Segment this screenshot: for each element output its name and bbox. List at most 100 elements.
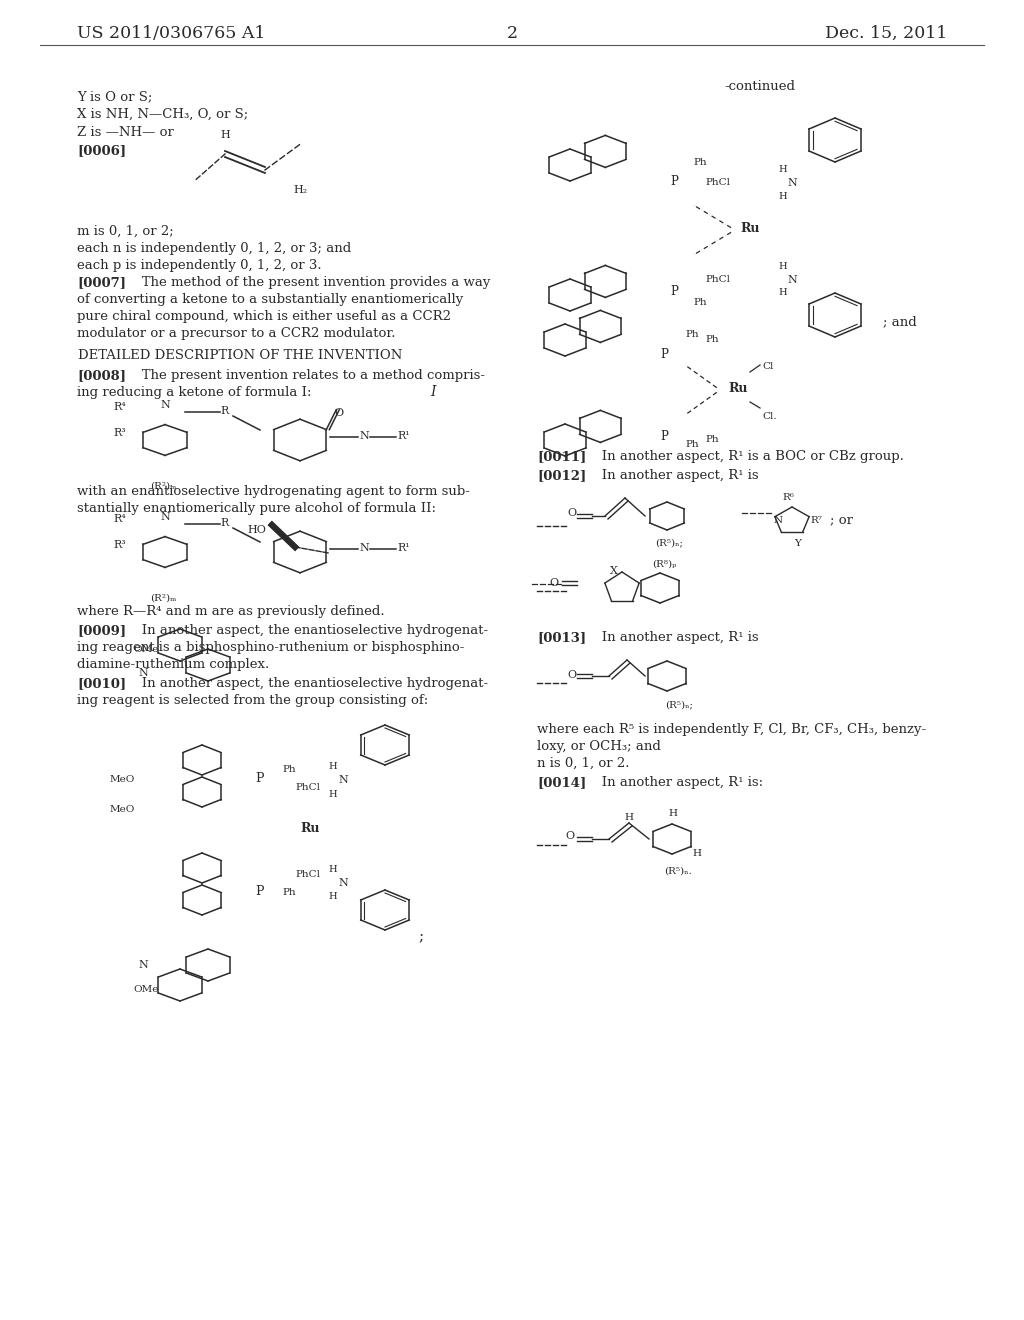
Text: stantially enantiomerically pure alcohol of formula II:: stantially enantiomerically pure alcohol… xyxy=(77,502,436,515)
Text: In another aspect, R¹ is:: In another aspect, R¹ is: xyxy=(589,776,763,789)
Text: ;: ; xyxy=(418,931,423,944)
Text: In another aspect, R¹ is: In another aspect, R¹ is xyxy=(589,631,759,644)
Text: US 2011/0306765 A1: US 2011/0306765 A1 xyxy=(77,25,265,42)
Text: Ph: Ph xyxy=(705,436,719,444)
Text: P: P xyxy=(255,884,263,898)
Text: PhCl: PhCl xyxy=(295,870,319,879)
Text: Z is —NH— or: Z is —NH— or xyxy=(77,125,174,139)
Text: H: H xyxy=(220,129,229,140)
Text: R: R xyxy=(220,407,228,416)
Text: Ru: Ru xyxy=(300,822,319,836)
Text: Dec. 15, 2011: Dec. 15, 2011 xyxy=(824,25,947,42)
Text: In another aspect, the enantioselective hydrogenat-: In another aspect, the enantioselective … xyxy=(129,677,488,690)
Text: [0009]: [0009] xyxy=(77,624,126,638)
Text: where each R⁵ is independently F, Cl, Br, CF₃, CH₃, benzy-: where each R⁵ is independently F, Cl, Br… xyxy=(537,723,926,737)
Text: P: P xyxy=(660,348,668,360)
Text: Ph: Ph xyxy=(685,440,698,449)
Text: ing reagent is selected from the group consisting of:: ing reagent is selected from the group c… xyxy=(77,694,428,708)
Text: N: N xyxy=(338,775,348,785)
Text: Y: Y xyxy=(794,539,801,548)
Text: Y is O or S;: Y is O or S; xyxy=(77,90,153,103)
Text: (R⁵)ₙ;: (R⁵)ₙ; xyxy=(665,700,693,709)
Text: R³: R³ xyxy=(113,540,126,550)
Text: O: O xyxy=(565,832,574,841)
Text: with an enantioselective hydrogenating agent to form sub-: with an enantioselective hydrogenating a… xyxy=(77,484,470,498)
Text: diamine-ruthenium complex.: diamine-ruthenium complex. xyxy=(77,657,269,671)
Text: N: N xyxy=(138,960,147,970)
Text: [0014]: [0014] xyxy=(537,776,587,789)
Text: H: H xyxy=(328,762,337,771)
Text: H: H xyxy=(778,288,786,297)
Text: Ph: Ph xyxy=(282,888,296,898)
Text: modulator or a precursor to a CCR2 modulator.: modulator or a precursor to a CCR2 modul… xyxy=(77,327,395,341)
Text: N: N xyxy=(359,543,369,553)
Text: MeO: MeO xyxy=(110,805,135,814)
Text: R⁴: R⁴ xyxy=(113,513,126,524)
Text: 2: 2 xyxy=(507,25,517,42)
Text: MeO: MeO xyxy=(110,775,135,784)
Text: pure chiral compound, which is either useful as a CCR2: pure chiral compound, which is either us… xyxy=(77,310,451,323)
Text: Ph: Ph xyxy=(693,158,707,168)
Text: [0013]: [0013] xyxy=(537,631,586,644)
Text: The present invention relates to a method compris-: The present invention relates to a metho… xyxy=(129,370,485,381)
Text: n is 0, 1, or 2.: n is 0, 1, or 2. xyxy=(537,756,630,770)
Text: X: X xyxy=(610,566,617,576)
Text: In another aspect, R¹ is a BOC or CBz group.: In another aspect, R¹ is a BOC or CBz gr… xyxy=(589,450,904,463)
Text: O: O xyxy=(567,508,577,517)
Text: PhCl: PhCl xyxy=(705,275,730,284)
Text: HO: HO xyxy=(247,525,266,535)
Text: N: N xyxy=(774,516,783,525)
Text: R⁷: R⁷ xyxy=(810,516,822,525)
Text: PhCl: PhCl xyxy=(705,178,730,187)
Text: loxy, or OCH₃; and: loxy, or OCH₃; and xyxy=(537,741,660,752)
Text: R¹: R¹ xyxy=(397,432,410,441)
Text: (R²)ₘ: (R²)ₘ xyxy=(150,594,176,603)
Text: H: H xyxy=(692,849,701,858)
Text: ing reagent is a bisphosphino-ruthenium or bisphosphino-: ing reagent is a bisphosphino-ruthenium … xyxy=(77,642,464,653)
Text: [0006]: [0006] xyxy=(77,144,126,157)
Text: P: P xyxy=(255,772,263,785)
Text: O: O xyxy=(334,408,343,417)
Text: [0011]: [0011] xyxy=(537,450,587,463)
Text: R: R xyxy=(220,517,228,528)
Text: N: N xyxy=(338,878,348,888)
Text: [0007]: [0007] xyxy=(77,276,126,289)
Text: each n is independently 0, 1, 2, or 3; and: each n is independently 0, 1, 2, or 3; a… xyxy=(77,242,351,255)
Text: H: H xyxy=(778,261,786,271)
Text: O: O xyxy=(549,578,558,587)
Text: H: H xyxy=(778,191,786,201)
Text: H: H xyxy=(328,789,337,799)
Text: ; and: ; and xyxy=(883,315,916,327)
Text: In another aspect, R¹ is: In another aspect, R¹ is xyxy=(589,469,759,482)
Text: O: O xyxy=(567,671,577,680)
Text: Ph: Ph xyxy=(693,298,707,308)
Text: R³: R³ xyxy=(113,428,126,438)
Text: Ph: Ph xyxy=(685,330,698,339)
Text: Ph: Ph xyxy=(705,335,719,345)
Text: In another aspect, the enantioselective hydrogenat-: In another aspect, the enantioselective … xyxy=(129,624,488,638)
Text: OMe: OMe xyxy=(133,645,159,653)
Text: (R²)ₘ: (R²)ₘ xyxy=(150,482,176,491)
Text: H₂: H₂ xyxy=(293,185,307,195)
Text: of converting a ketone to a substantially enantiomerically: of converting a ketone to a substantiall… xyxy=(77,293,463,306)
Text: Ru: Ru xyxy=(740,222,760,235)
Text: N: N xyxy=(160,400,170,411)
Text: ; or: ; or xyxy=(830,513,853,525)
Text: P: P xyxy=(660,430,668,444)
Text: H: H xyxy=(624,813,633,822)
Text: each p is independently 0, 1, 2, or 3.: each p is independently 0, 1, 2, or 3. xyxy=(77,259,322,272)
Text: (R⁵)ₙ.: (R⁵)ₙ. xyxy=(664,867,692,876)
Text: [0012]: [0012] xyxy=(537,469,587,482)
Text: H: H xyxy=(328,892,337,902)
Text: N: N xyxy=(359,432,369,441)
Text: N: N xyxy=(160,512,170,521)
Text: I: I xyxy=(430,385,435,399)
Text: P: P xyxy=(670,176,678,187)
Text: -continued: -continued xyxy=(725,81,796,92)
Text: (R⁸)ₚ: (R⁸)ₚ xyxy=(652,560,676,569)
Text: DETAILED DESCRIPTION OF THE INVENTION: DETAILED DESCRIPTION OF THE INVENTION xyxy=(78,348,402,362)
Text: P: P xyxy=(670,285,678,298)
Text: R¹: R¹ xyxy=(397,543,410,553)
Text: m is 0, 1, or 2;: m is 0, 1, or 2; xyxy=(77,224,174,238)
Text: Ph: Ph xyxy=(282,766,296,774)
